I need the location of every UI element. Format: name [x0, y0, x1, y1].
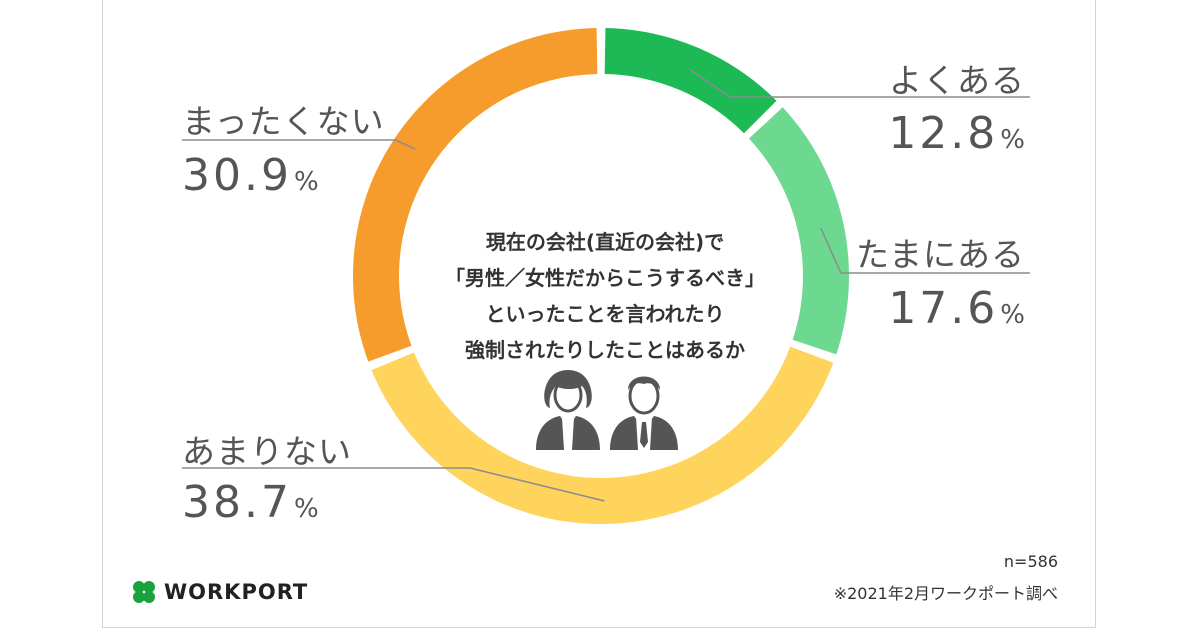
source-note: ※2021年2月ワークポート調べ [833, 584, 1058, 603]
donut-slice-0 [604, 28, 777, 134]
four-leaf-clover-icon [133, 581, 155, 603]
leader-line-3 [182, 139, 416, 150]
donut-slice-1 [749, 107, 849, 355]
question-line-4: 強制されたりしたことはあるか [465, 338, 745, 362]
leader-line-1 [820, 227, 1030, 274]
donut-slice-2 [371, 346, 834, 524]
question-line-3: といったことを言われたり [485, 302, 725, 326]
label-value-2: 38.7% [182, 477, 319, 528]
label-value-1: 17.6% [888, 283, 1025, 334]
label-value-3: 30.9% [182, 150, 319, 201]
label-category-1: たまにある [855, 235, 1025, 274]
label-category-2: あまりない [182, 432, 352, 471]
chart-question: 現在の会社(直近の会社)で 「男性／女性だからこうするべき」 といったことを言わ… [420, 224, 790, 368]
leader-line-2 [182, 467, 605, 502]
sample-size: n=586 [1003, 552, 1058, 571]
woman-silhouette-icon [536, 370, 600, 450]
label-value-0: 12.8% [888, 108, 1025, 159]
question-line-1: 現在の会社(直近の会社)で [485, 230, 725, 254]
question-line-2: 「男性／女性だからこうするべき」 [445, 266, 765, 290]
donut-slice-3 [353, 28, 598, 362]
label-category-0: よくある [889, 61, 1025, 100]
people-illustration [536, 370, 678, 450]
logo-text: WORKPORT [164, 580, 309, 604]
label-category-3: まったくない [182, 102, 385, 141]
workport-logo: WORKPORT [130, 577, 308, 607]
man-silhouette-icon [610, 376, 678, 450]
leader-line-0 [688, 68, 1030, 98]
